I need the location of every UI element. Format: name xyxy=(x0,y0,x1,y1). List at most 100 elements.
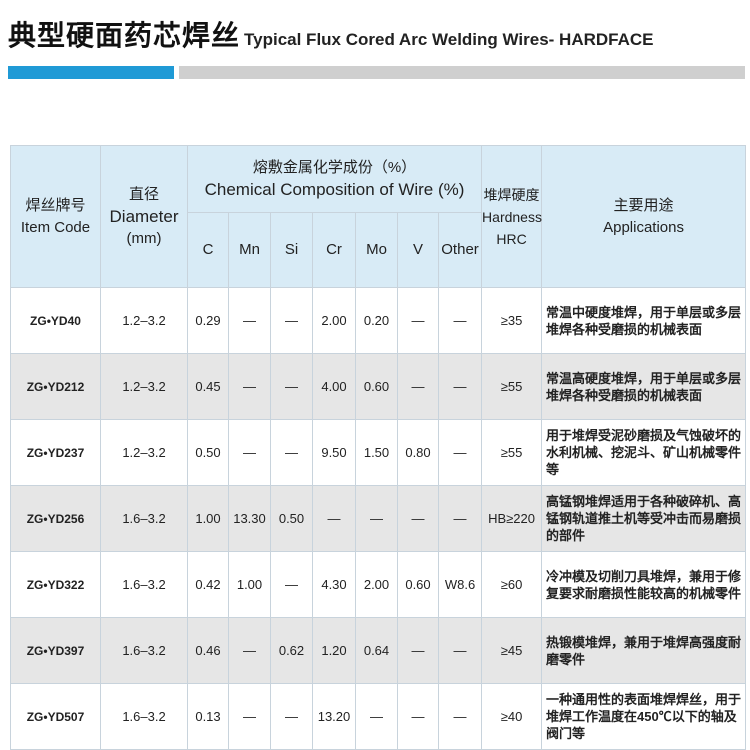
composition-header: 熔敷金属化学成份（%） Chemical Composition of Wire … xyxy=(186,145,483,213)
header-text: 主要用途 xyxy=(613,196,674,214)
item-code: ZG•YD507 xyxy=(10,683,101,750)
cell: — xyxy=(397,617,439,684)
cell: — xyxy=(355,485,398,552)
cell: 0.50 xyxy=(270,485,313,552)
cell: — xyxy=(228,353,271,420)
cell: 2.00 xyxy=(355,551,398,618)
cell: — xyxy=(437,353,483,420)
cell: — xyxy=(437,287,483,354)
item-code: ZG•YD40 xyxy=(10,287,101,354)
element-header: Mo xyxy=(355,212,398,288)
blue-bar xyxy=(8,66,174,79)
cell: 0.60 xyxy=(355,353,398,420)
element-header: V xyxy=(397,212,439,288)
cell: — xyxy=(437,617,483,684)
cell: 1.00 xyxy=(228,551,271,618)
title-en: Typical Flux Cored Arc Welding Wires- HA… xyxy=(244,30,654,49)
header-text: (mm) xyxy=(126,229,162,247)
cell: — xyxy=(397,287,439,354)
cell: 4.30 xyxy=(312,551,356,618)
cell: 13.20 xyxy=(312,683,356,750)
application: 常温中硬度堆焊，用于单层或多层堆焊各种受磨损的机械表面 xyxy=(541,287,747,354)
table-row: ZG•YD397 1.6–3.2 0.46—0.62 1.20 0.64— — ≥45 热锻模… xyxy=(10,617,747,684)
element-header: Cr xyxy=(312,212,356,288)
cell: — xyxy=(437,419,483,486)
application: 高锰钢堆焊适用于各种破碎机、高锰钢轨道推土机等受冲击而易磨损的部件 xyxy=(541,485,747,552)
cell: — xyxy=(397,683,439,750)
cell: 1.50 xyxy=(355,419,398,486)
header-text: Item Code xyxy=(20,218,91,236)
cell: — xyxy=(270,551,313,618)
cell: — xyxy=(228,617,271,684)
cell: 0.64 xyxy=(355,617,398,684)
table-row: ZG•YD507 1.6–3.2 0.13— —13.20— — — ≥40 一种通用性的表面… xyxy=(10,683,747,750)
element-header: Mn xyxy=(228,212,271,288)
header-text: Chemical Composition of Wire (%) xyxy=(204,180,465,199)
application: 用于堆焊受泥砂磨损及气蚀破坏的水利机械、挖泥斗、矿山机械零件等 xyxy=(541,419,747,486)
cell: 0.80 xyxy=(397,419,439,486)
header-text: HRC xyxy=(496,230,527,247)
element-header: Other xyxy=(437,212,483,288)
item-code: ZG•YD237 xyxy=(10,419,101,486)
table-row: ZG•YD322 1.6–3.2 0.42 1.00—4.30 2.00 0.60 W8.6… xyxy=(10,551,747,618)
item-code-header: 焊丝牌号 Item Code xyxy=(10,145,101,288)
cell: ≥55 xyxy=(481,419,543,486)
cell: 13.30 xyxy=(228,485,271,552)
cell: 1.6–3.2 xyxy=(100,551,188,618)
cell: — xyxy=(397,353,439,420)
cell: ≥55 xyxy=(481,353,543,420)
cell: 0.50 xyxy=(187,419,229,486)
cell: — xyxy=(228,683,271,750)
diameter-header: 直径 Diameter (mm) xyxy=(100,145,188,288)
cell: 0.29 xyxy=(187,287,229,354)
cell: — xyxy=(312,485,356,552)
item-code: ZG•YD322 xyxy=(10,551,101,618)
cell: 0.42 xyxy=(187,551,229,618)
header-text: Applications xyxy=(603,218,684,236)
cell: ≥45 xyxy=(481,617,543,684)
table-row: ZG•YD237 1.2–3.2 0.50— —9.50 1.50 0.80— ≥55 用于堆… xyxy=(10,419,747,486)
header-text: 焊丝牌号 xyxy=(25,196,86,214)
cell: 0.20 xyxy=(355,287,398,354)
cell: 1.2–3.2 xyxy=(100,287,188,354)
cell: — xyxy=(228,419,271,486)
cell: ≥40 xyxy=(481,683,543,750)
cell: 0.60 xyxy=(397,551,439,618)
title: 典型硬面药芯焊丝 Typical Flux Cored Arc Welding W… xyxy=(8,14,654,54)
cell: — xyxy=(437,485,483,552)
element-header: C xyxy=(187,212,229,288)
cell: HB≥220 xyxy=(481,485,543,552)
hardness-header: 堆焊硬度 Hardness HRC xyxy=(481,145,543,288)
table-row: ZG•YD40 1.2–3.2 0.29— —2.00 0.20— — ≥35 常温中硬度堆焊… xyxy=(10,287,747,354)
spec-table: 焊丝牌号 Item Code 直径 Diameter (mm) 熔敷金属化学成份（%）… xyxy=(10,145,747,750)
table-row: ZG•YD212 1.2–3.2 0.45— —4.00 0.60— — ≥55 常温高硬度堆… xyxy=(10,353,747,420)
header-text: 堆焊硬度 xyxy=(483,186,540,203)
cell: 9.50 xyxy=(312,419,356,486)
cell: ≥60 xyxy=(481,551,543,618)
cell: 4.00 xyxy=(312,353,356,420)
cell: 2.00 xyxy=(312,287,356,354)
header-text: 熔敷金属化学成份（%） xyxy=(252,159,417,176)
cell: 1.6–3.2 xyxy=(100,683,188,750)
cell: 1.2–3.2 xyxy=(100,419,188,486)
header-text: Diameter xyxy=(109,206,179,226)
cell: 1.00 xyxy=(187,485,229,552)
cell: — xyxy=(355,683,398,750)
header-text: 直径 xyxy=(128,185,159,203)
application: 热锻模堆焊，兼用于堆焊高强度耐磨零件 xyxy=(541,617,747,684)
cell: — xyxy=(270,353,313,420)
cell: 1.6–3.2 xyxy=(100,617,188,684)
cell: 1.2–3.2 xyxy=(100,353,188,420)
gray-bar xyxy=(179,66,745,79)
element-header: Si xyxy=(270,212,313,288)
cell: — xyxy=(397,485,439,552)
application: 冷冲模及切削刀具堆焊，兼用于修复要求耐磨损性能较高的机械零件 xyxy=(541,551,747,618)
cell: 0.13 xyxy=(187,683,229,750)
cell: 0.46 xyxy=(187,617,229,684)
application: 常温高硬度堆焊，用于单层或多层堆焊各种受磨损的机械表面 xyxy=(541,353,747,420)
cell: 1.6–3.2 xyxy=(100,485,188,552)
cell: — xyxy=(270,683,313,750)
header-text: Hardness xyxy=(482,208,542,225)
item-code: ZG•YD212 xyxy=(10,353,101,420)
